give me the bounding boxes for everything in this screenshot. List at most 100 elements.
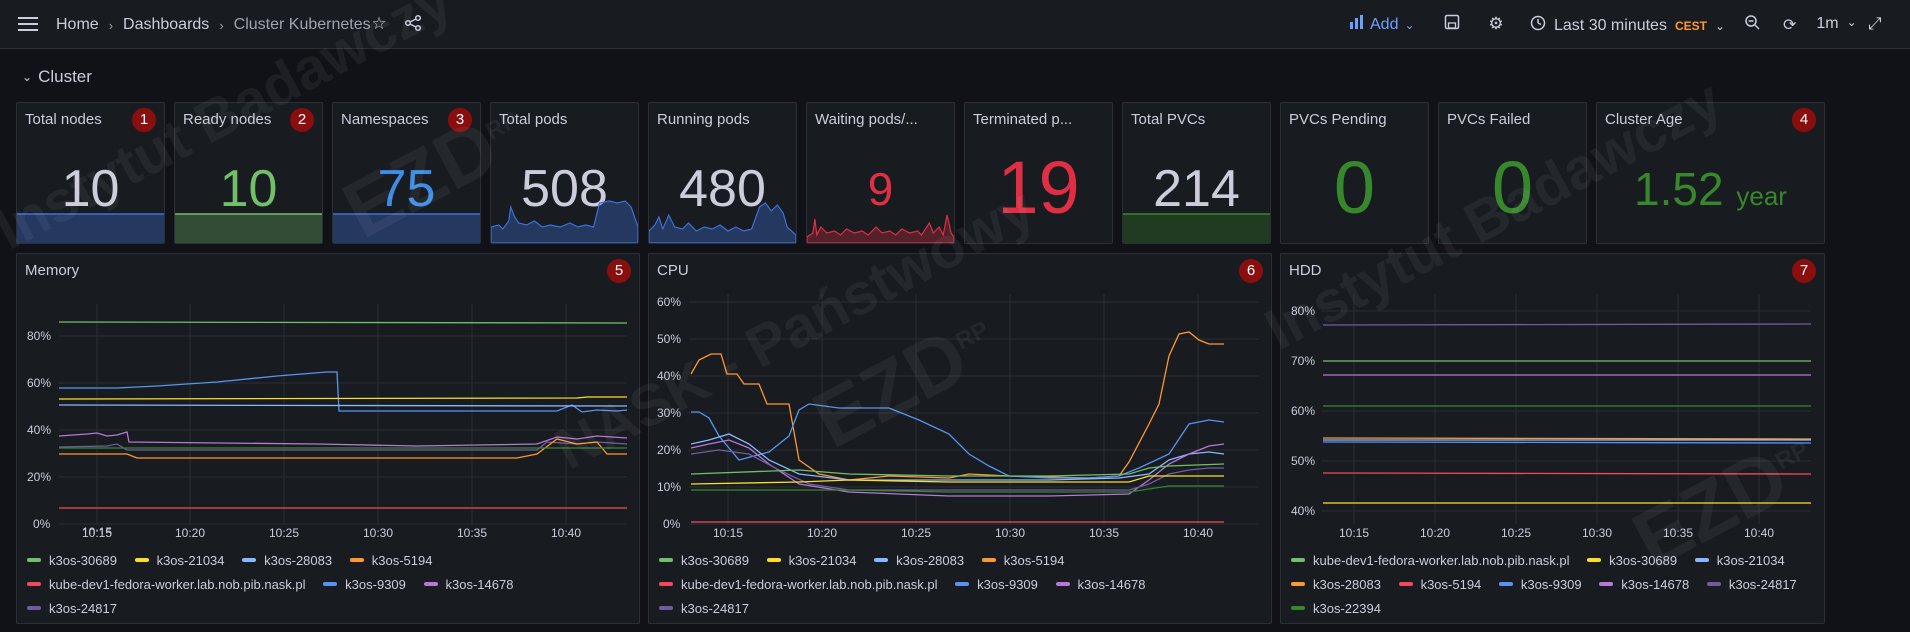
legend-item[interactable]: kube-dev1-fedora-worker.lab.nob.pib.nask… bbox=[27, 572, 306, 596]
stat-panel-namespaces[interactable]: Namespaces 3 75 bbox=[332, 102, 481, 244]
series-line bbox=[1322, 441, 1812, 444]
legend-item[interactable]: k3os-24817 bbox=[27, 596, 117, 620]
x-tick: 10:35 bbox=[457, 526, 488, 540]
stat-panel-running-pods[interactable]: Running pods 480 bbox=[648, 102, 797, 244]
stat-panel-cluster-age[interactable]: Cluster Age 4 1.52 year bbox=[1596, 102, 1825, 244]
legend-item[interactable]: k3os-21034 bbox=[766, 548, 857, 572]
legend-item[interactable]: k3os-28083 bbox=[242, 548, 332, 572]
y-tick: 40% bbox=[27, 423, 51, 437]
panel-badge: 3 bbox=[448, 108, 472, 132]
time-range-label: Last 30 minutes bbox=[1554, 16, 1667, 34]
sparkline bbox=[333, 213, 480, 243]
collapse-icon[interactable]: ⤢ bbox=[1868, 14, 1882, 33]
y-axis: 80% 70% 60% 50% 40% bbox=[1291, 304, 1315, 518]
panel-title: Running pods bbox=[657, 111, 750, 128]
stat-value-wrap: 1.52 year bbox=[1597, 161, 1824, 224]
breadcrumb-home[interactable]: Home bbox=[56, 16, 99, 33]
memory-x-axis: 10:15 10:20 10:25 10:30 10:35 10:40 bbox=[17, 526, 639, 542]
refresh-interval[interactable]: 1m bbox=[1816, 15, 1839, 32]
stat-panel-waiting-pods[interactable]: Waiting pods/... 9 bbox=[806, 102, 955, 244]
y-tick: 40% bbox=[657, 369, 681, 383]
series-line bbox=[690, 475, 1224, 485]
legend-item[interactable]: k3os-9309 bbox=[955, 572, 1038, 596]
x-tick: 10:40 bbox=[1744, 526, 1775, 540]
legend-item[interactable]: k3os-28083 bbox=[874, 548, 964, 572]
panel-title: HDD bbox=[1289, 262, 1322, 279]
add-button[interactable]: Add ⌄ bbox=[1350, 15, 1415, 34]
cpu-x-axis: 10:15 10:20 10:25 10:30 10:35 10:40 bbox=[649, 526, 1271, 542]
stat-panel-ready-nodes[interactable]: Ready nodes 2 10 bbox=[174, 102, 323, 244]
legend-item[interactable]: k3os-21034 bbox=[1694, 548, 1785, 572]
y-tick: 60% bbox=[1291, 404, 1315, 418]
legend-item[interactable]: k3os-14678 bbox=[1055, 572, 1145, 596]
legend-item[interactable]: k3os-28083 bbox=[1291, 572, 1381, 596]
legend-item[interactable]: k3os-22394 bbox=[1291, 596, 1381, 620]
legend-item[interactable]: k3os-22394 bbox=[659, 620, 749, 623]
row-cluster[interactable]: ⌄ Cluster bbox=[22, 67, 92, 87]
legend-item[interactable]: k3os-24817 bbox=[659, 596, 749, 620]
panel-title: Memory bbox=[25, 262, 80, 279]
series-line bbox=[691, 485, 1224, 493]
panel-title: PVCs Pending bbox=[1289, 111, 1387, 128]
y-axis: 80% 60% 40% 20% 0% bbox=[27, 329, 51, 531]
stat-panel-total-pods[interactable]: Total pods 508 bbox=[490, 102, 639, 244]
legend-item[interactable]: k3os-9309 bbox=[1498, 572, 1582, 596]
panel-badge: 2 bbox=[290, 108, 314, 132]
x-axis: 10:15 bbox=[82, 525, 112, 534]
legend-item[interactable]: k3os-30689 bbox=[659, 548, 749, 572]
x-tick: 10:15 bbox=[82, 526, 113, 540]
stat-panel-total-nodes[interactable]: Total nodes 1 10 bbox=[16, 102, 165, 244]
refresh-picker[interactable]: ⟳ 1m ⌄ bbox=[1783, 15, 1857, 35]
series-line bbox=[58, 431, 628, 447]
y-tick: 30% bbox=[657, 406, 681, 420]
save-icon[interactable] bbox=[1442, 14, 1462, 34]
hdd-panel[interactable]: HDD 7 80% 70% 60% 50% 40% 10:15 10:20 10 bbox=[1280, 253, 1825, 624]
menu-icon[interactable] bbox=[18, 17, 38, 32]
y-tick: 40% bbox=[1291, 504, 1315, 518]
row-title: Cluster bbox=[38, 67, 92, 86]
chevron-right-icon: › bbox=[219, 17, 224, 33]
chevron-down-icon: ⌄ bbox=[1404, 17, 1415, 32]
breadcrumb-dashboards[interactable]: Dashboards bbox=[123, 16, 210, 33]
memory-legend: k3os-30689 k3os-21034 k3os-28083 k3os-51… bbox=[27, 548, 627, 623]
star-icon[interactable]: ☆ bbox=[371, 14, 387, 33]
x-tick: 10:40 bbox=[1183, 526, 1214, 540]
cpu-panel[interactable]: CPU 6 60% 50% 40% 30% 20% 10% 0% 10: bbox=[648, 253, 1272, 624]
stat-panel-total-pvcs[interactable]: Total PVCs 214 bbox=[1122, 102, 1271, 244]
x-tick: 10:15 bbox=[82, 525, 112, 534]
stat-panel-pvcs-pending[interactable]: PVCs Pending 0 bbox=[1280, 102, 1429, 244]
stat-value: 0 bbox=[1491, 146, 1534, 229]
stat-value: 10 bbox=[219, 160, 278, 218]
y-tick: 20% bbox=[27, 470, 51, 484]
legend-item[interactable]: k3os-22394 bbox=[27, 620, 117, 623]
legend-item[interactable]: k3os-9309 bbox=[323, 572, 406, 596]
legend-item[interactable]: k3os-14678 bbox=[423, 572, 513, 596]
legend-item[interactable]: k3os-14678 bbox=[1599, 572, 1689, 596]
stat-panel-pvcs-failed[interactable]: PVCs Failed 0 bbox=[1438, 102, 1587, 244]
legend-item[interactable]: k3os-5194 bbox=[1398, 572, 1481, 596]
series-line bbox=[690, 331, 1224, 481]
x-tick: 10:25 bbox=[901, 526, 932, 540]
zoom-out-icon[interactable] bbox=[1742, 14, 1762, 34]
gear-icon[interactable]: ⚙ bbox=[1488, 14, 1504, 33]
stat-value: 9 bbox=[867, 163, 894, 215]
hdd-x-axis: 10:15 10:20 10:25 10:30 10:35 10:40 bbox=[1281, 526, 1824, 542]
legend-item[interactable]: k3os-30689 bbox=[27, 548, 117, 572]
refresh-icon[interactable]: ⟳ bbox=[1783, 17, 1797, 34]
legend-item[interactable]: k3os-30689 bbox=[1587, 548, 1677, 572]
share-icon[interactable] bbox=[403, 14, 423, 34]
legend-item[interactable]: kube-dev1-fedora-worker.lab.nob.pib.nask… bbox=[1291, 548, 1570, 572]
stat-panel-terminated-pods[interactable]: Terminated p... 19 bbox=[964, 102, 1113, 244]
series-line bbox=[690, 449, 1224, 491]
hdd-legend: kube-dev1-fedora-worker.lab.nob.pib.nask… bbox=[1291, 548, 1821, 620]
hdd-chart: 80% 70% 60% 50% 40% bbox=[1291, 294, 1812, 524]
legend-item[interactable]: k3os-5194 bbox=[981, 548, 1064, 572]
legend-item[interactable]: k3os-24817 bbox=[1706, 572, 1797, 596]
time-range-picker[interactable]: Last 30 minutes CEST ⌄ bbox=[1530, 15, 1725, 36]
legend-item[interactable]: kube-dev1-fedora-worker.lab.nob.pib.nask… bbox=[659, 572, 938, 596]
y-tick: 70% bbox=[1291, 354, 1315, 368]
legend-item[interactable]: k3os-21034 bbox=[134, 548, 225, 572]
memory-panel[interactable]: Memory 5 80% 60% 40% 20% 0% 10:15 bbox=[16, 253, 640, 624]
legend-item[interactable]: k3os-5194 bbox=[349, 548, 432, 572]
add-panel-icon bbox=[1350, 15, 1364, 34]
